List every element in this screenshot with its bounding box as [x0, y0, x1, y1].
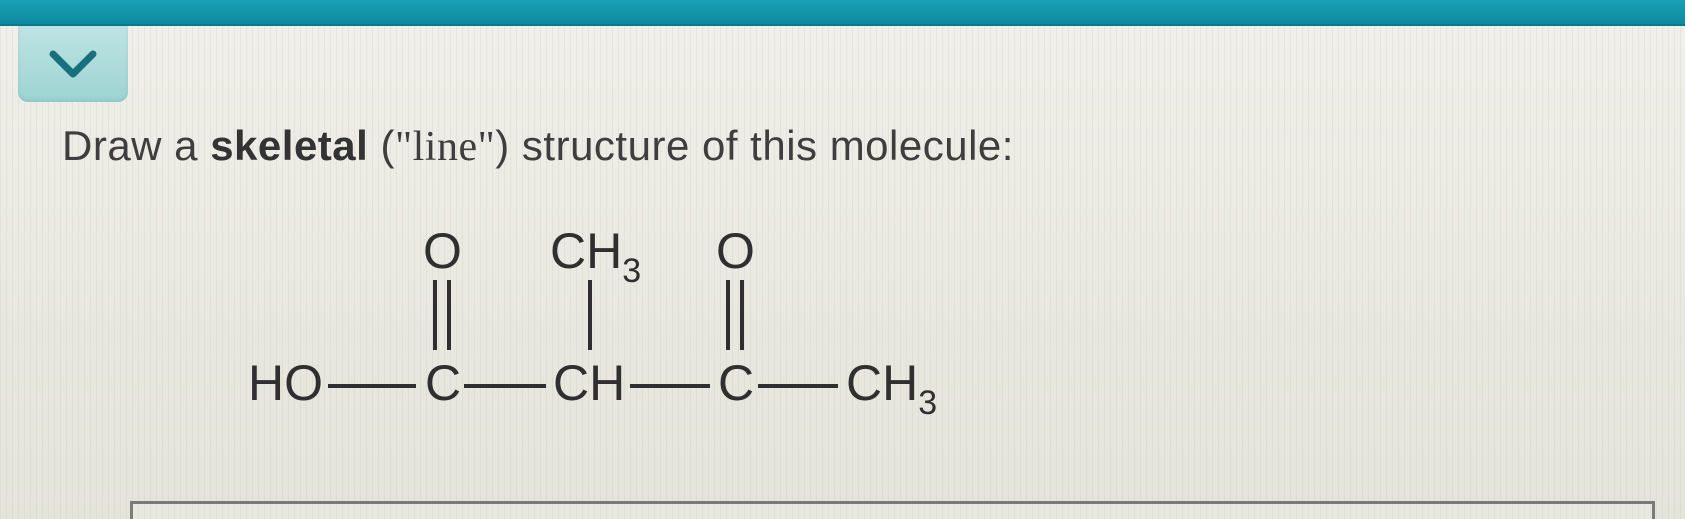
double-bond-left	[433, 280, 453, 350]
header-bar	[0, 0, 1685, 26]
atom-ch3-top-sub: 3	[622, 252, 641, 290]
atom-ch3-end-text: CH	[846, 355, 918, 411]
hbond-3	[630, 384, 710, 388]
atom-c2: C	[718, 358, 754, 408]
atom-c1: C	[425, 358, 461, 408]
atom-ch3-end-sub: 3	[918, 384, 937, 422]
hbond-4	[758, 384, 838, 388]
atom-ho: HO	[248, 358, 323, 408]
prompt-quoted: "line"	[395, 124, 495, 170]
question-prompt: Draw a skeletal ("line") structure of th…	[62, 122, 1014, 171]
atom-ch3-top-text: CH	[550, 223, 622, 279]
atom-ch3-top: CH3	[550, 226, 641, 276]
atom-o-right: O	[716, 226, 755, 276]
atom-ch3-end: CH3	[846, 358, 937, 408]
hbond-2	[464, 384, 546, 388]
single-bond-mid	[588, 280, 592, 350]
prompt-mid: (	[368, 122, 395, 169]
question-panel: Draw a skeletal ("line") structure of th…	[0, 26, 1685, 519]
atom-ch: CH	[553, 358, 625, 408]
prompt-post: ) structure of this molecule:	[495, 122, 1014, 169]
atom-o-left: O	[423, 226, 462, 276]
answer-input-area[interactable]	[130, 501, 1655, 519]
double-bond-right	[726, 280, 746, 350]
prompt-bold: skeletal	[210, 122, 368, 169]
expand-toggle-button[interactable]	[18, 26, 128, 102]
hbond-1	[328, 384, 416, 388]
prompt-pre: Draw a	[62, 122, 210, 169]
chevron-down-icon	[45, 44, 101, 84]
